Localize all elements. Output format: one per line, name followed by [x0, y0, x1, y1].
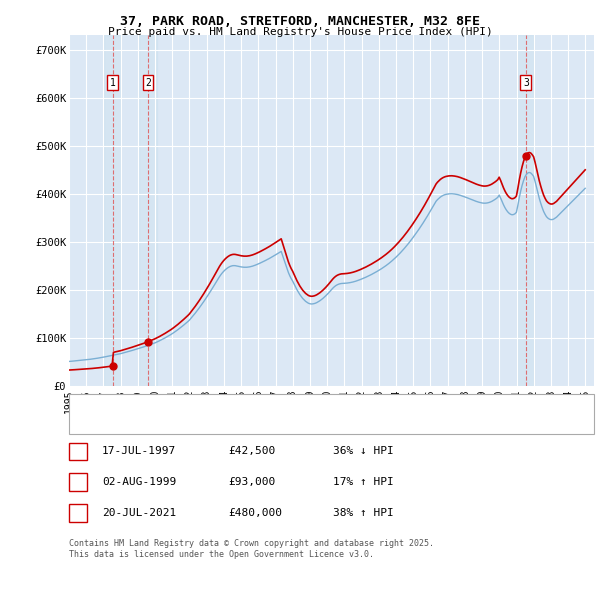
Text: 3: 3 [523, 78, 529, 88]
Text: 02-AUG-1999: 02-AUG-1999 [102, 477, 176, 487]
Text: 20-JUL-2021: 20-JUL-2021 [102, 508, 176, 517]
Text: 17% ↑ HPI: 17% ↑ HPI [333, 477, 394, 487]
Text: 3: 3 [74, 508, 82, 517]
Bar [139, 35, 157, 386]
Bar [517, 35, 535, 386]
Text: £93,000: £93,000 [228, 477, 275, 487]
Text: £42,500: £42,500 [228, 447, 275, 456]
Text: 2: 2 [74, 477, 82, 487]
Text: 1: 1 [74, 447, 82, 456]
Text: £480,000: £480,000 [228, 508, 282, 517]
Text: 2: 2 [145, 78, 151, 88]
Text: Price paid vs. HM Land Registry's House Price Index (HPI): Price paid vs. HM Land Registry's House … [107, 27, 493, 37]
Text: 37, PARK ROAD, STRETFORD, MANCHESTER, M32 8FE (semi-detached house): 37, PARK ROAD, STRETFORD, MANCHESTER, M3… [112, 400, 506, 410]
Text: HPI: Average price, semi-detached house, Trafford: HPI: Average price, semi-detached house,… [112, 418, 400, 428]
Text: 36% ↓ HPI: 36% ↓ HPI [333, 447, 394, 456]
Text: 37, PARK ROAD, STRETFORD, MANCHESTER, M32 8FE: 37, PARK ROAD, STRETFORD, MANCHESTER, M3… [120, 15, 480, 28]
Text: 17-JUL-1997: 17-JUL-1997 [102, 447, 176, 456]
Text: 1: 1 [110, 78, 116, 88]
Text: Contains HM Land Registry data © Crown copyright and database right 2025.
This d: Contains HM Land Registry data © Crown c… [69, 539, 434, 559]
Bar [104, 35, 121, 386]
Text: 38% ↑ HPI: 38% ↑ HPI [333, 508, 394, 517]
